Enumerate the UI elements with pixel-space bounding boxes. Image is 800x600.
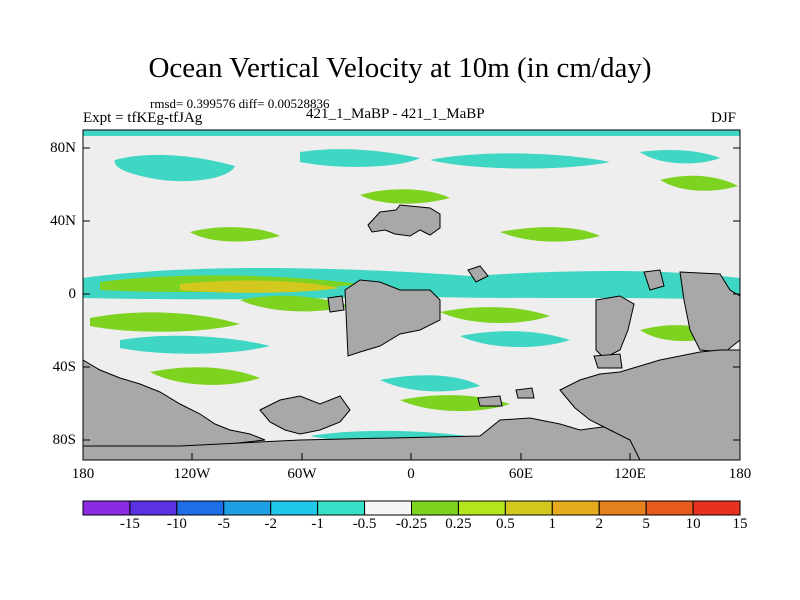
colorbar-box (645, 500, 694, 516)
arctic-strip (83, 130, 740, 136)
x-tick-label-180w: 180 (71, 466, 95, 482)
contour-green-south-5 (150, 367, 260, 385)
contour-green-south-1 (90, 312, 240, 332)
rmsd-diff-stats: rmsd= 0.399576 diff= 0.00528836 (150, 96, 330, 111)
colorbar-label: 10 (685, 516, 701, 532)
colorbar-box (411, 500, 459, 516)
map-panel (82, 129, 741, 461)
colorbar-box (176, 500, 225, 516)
x-tick-label-120w: 120W (173, 466, 211, 482)
x-tick-label-60w: 60W (287, 466, 317, 482)
colorbar-box (364, 500, 413, 516)
colorbar (82, 500, 741, 516)
land-mask-small-3 (515, 387, 535, 399)
colorbar-box (551, 500, 600, 516)
colorbar-box (457, 500, 506, 516)
run-comparison-label: 421_1_MaBP - 421_1_MaBP (306, 106, 485, 122)
map-title: Ocean Vertical Velocity at 10m (in cm/da… (148, 52, 652, 84)
y-tick-marks (83, 147, 740, 441)
contour-green-south-2 (240, 295, 350, 312)
land-mask-south-center (259, 395, 351, 435)
contour-cyan-north-east (430, 153, 610, 169)
experiment-label: Expt = tfKEg-tfJAg (83, 110, 203, 126)
colorbar-label: -2 (264, 516, 277, 532)
colorbar-label: 15 (732, 516, 748, 532)
land-mask-central (344, 279, 441, 357)
land-mask-east-north (643, 269, 665, 291)
colorbar-label: 5 (642, 516, 650, 532)
contour-cyan-north-atlantic (300, 149, 420, 167)
land-mask-east-coast (679, 271, 741, 353)
y-tick-label-80s: 80S (52, 432, 76, 448)
contour-cyan-north-pacific (114, 154, 235, 182)
colorbar-box (598, 500, 647, 516)
colorbar-label: 0.5 (495, 516, 515, 532)
land-mask-small-2 (593, 353, 623, 369)
land-masks (82, 204, 741, 461)
colorbar-label: 0.25 (445, 516, 472, 532)
contour-green-north-3 (500, 227, 600, 242)
colorbar-label: -5 (217, 516, 231, 532)
contour-cyan-south-1 (120, 335, 270, 354)
colorbar-label: -1 (311, 516, 324, 532)
colorbar-label: -10 (166, 516, 187, 532)
colorbar-box (317, 500, 366, 516)
y-tick-label-40n: 40N (50, 213, 76, 229)
x-tick-label-0: 0 (407, 466, 415, 482)
land-mask-east-south (559, 349, 741, 461)
contour-green-north-1 (360, 189, 450, 204)
land-mask-small-4 (477, 395, 503, 407)
contour-cyan-south-2 (460, 331, 570, 348)
colorbar-box (270, 500, 319, 516)
contour-green-south-3 (440, 307, 550, 324)
land-mask-small-1 (467, 265, 489, 283)
colorbar-label: 2 (595, 516, 603, 532)
colorbar-box (504, 500, 553, 516)
y-tick-label-40s: 40S (52, 359, 76, 375)
colorbar-box (223, 500, 272, 516)
contour-green-north-2 (190, 227, 280, 242)
x-tick-label-180e: 180 (728, 466, 752, 482)
x-tick-label-60e: 60E (508, 466, 534, 482)
contour-yellow-equatorial (180, 280, 340, 293)
land-mask-east-block (595, 295, 635, 359)
colorbar-box (82, 500, 131, 516)
velocity-contours (83, 149, 740, 444)
colorbar-label: -0.5 (352, 516, 377, 532)
y-tick-label-80n: 80N (50, 140, 76, 156)
x-tick-marks (82, 453, 741, 460)
contour-green-north-4 (660, 175, 738, 191)
land-mask-western (82, 359, 266, 461)
land-mask-north-atlantic (367, 204, 441, 237)
land-mask-small-5 (327, 295, 345, 313)
colorbar-label: 1 (548, 516, 557, 532)
colorbar-box (692, 500, 741, 516)
contour-cyan-north-far-east (640, 150, 720, 164)
colorbar-label: -0.25 (395, 516, 428, 532)
y-tick-label-0: 0 (68, 286, 77, 302)
colorbar-label: -15 (119, 516, 140, 532)
colorbar-box (129, 500, 178, 516)
season-label: DJF (711, 110, 737, 126)
contour-cyan-south-3 (380, 375, 480, 392)
x-tick-label-120e: 120E (614, 466, 646, 482)
